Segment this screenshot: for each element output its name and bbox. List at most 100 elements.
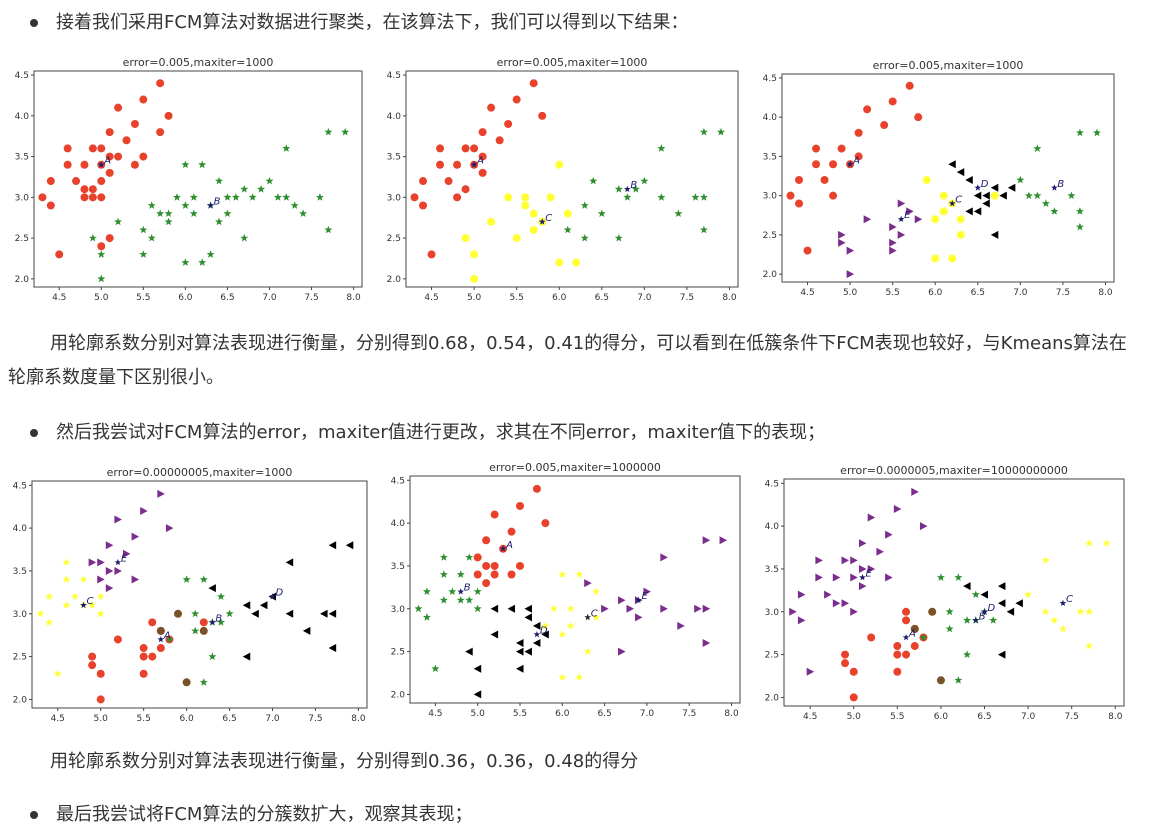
x-tick-label: 5.0 (847, 712, 862, 722)
x-tick-label: 5.0 (94, 714, 109, 724)
green-point (199, 678, 208, 686)
cluster-center-marker (457, 588, 465, 595)
chart-title: error=0.005,maxiter=1000 (873, 59, 1024, 72)
green-point (198, 160, 207, 169)
purple-point (660, 553, 668, 562)
purple-point (584, 579, 592, 588)
red-point (905, 81, 914, 90)
cluster-center-label: B (215, 613, 222, 624)
cluster-center-marker (1059, 599, 1067, 606)
green-point (341, 127, 350, 136)
y-tick-label: 4.5 (13, 481, 27, 491)
red-point (795, 199, 804, 208)
purple-point (806, 667, 815, 676)
green-point (147, 201, 156, 209)
green-point (439, 553, 448, 561)
cluster-center-marker (207, 202, 214, 209)
cluster-center-marker (269, 593, 276, 600)
red-point (80, 193, 89, 202)
red-point (478, 128, 487, 137)
y-tick-label: 4.5 (387, 71, 401, 81)
y-tick-label: 4.0 (15, 112, 30, 122)
x-tick-label: 4.5 (424, 293, 438, 303)
green-point (165, 635, 174, 643)
purple-point (789, 607, 797, 616)
purple-point (846, 246, 855, 255)
yellow-point (487, 217, 496, 226)
black-point (956, 168, 965, 177)
cluster-center-marker (470, 161, 478, 168)
red-point (538, 111, 547, 120)
x-tick-label: 8.0 (351, 714, 366, 724)
red-point (148, 618, 157, 627)
purple-point (841, 556, 850, 565)
green-point (215, 176, 223, 185)
red-point (139, 95, 148, 104)
red-point (453, 193, 462, 202)
cluster-center-label: A (103, 156, 111, 167)
red-point (122, 136, 131, 145)
cluster-center-marker (635, 596, 642, 603)
y-tick-label: 3.0 (391, 605, 406, 615)
yellow-point (549, 604, 558, 613)
green-point (473, 587, 482, 595)
green-point (989, 616, 998, 624)
purple-point (643, 587, 651, 596)
red-point (473, 553, 482, 562)
red-point (482, 579, 491, 588)
green-point (700, 225, 708, 234)
green-point (191, 626, 200, 635)
cluster-center-label: C (545, 213, 552, 224)
yellow-point (1085, 607, 1094, 616)
yellow-point (939, 191, 948, 200)
red-point (114, 152, 123, 161)
cluster-center-marker (972, 616, 980, 624)
green-point (206, 250, 215, 258)
green-point (657, 193, 666, 201)
purple-point (88, 558, 97, 567)
green-point (273, 193, 282, 201)
black-point (982, 191, 990, 200)
red-point (148, 652, 157, 661)
yellow-point (546, 193, 555, 202)
green-point (225, 609, 234, 618)
y-tick-label: 2.5 (15, 234, 29, 244)
black-point (965, 175, 973, 184)
purple-point (122, 549, 131, 558)
red-point (490, 561, 499, 570)
black-point (345, 541, 354, 550)
black-point (999, 191, 1007, 200)
chart-title: error=0.005,maxiter=1000 (123, 56, 274, 69)
x-tick-label: 5.0 (471, 709, 486, 719)
green-point (217, 618, 225, 626)
y-tick-label: 3.0 (13, 610, 28, 620)
purple-point (677, 621, 685, 630)
black-point (982, 199, 990, 208)
green-point (290, 201, 299, 209)
red-point (96, 669, 105, 678)
green-point (717, 127, 725, 136)
purple-point (618, 596, 626, 605)
cluster-center-marker (859, 574, 866, 581)
x-tick-label: 6.5 (222, 714, 236, 724)
red-point (88, 652, 97, 661)
y-tick-label: 2.0 (765, 693, 780, 703)
red-point (419, 201, 428, 210)
green-point (439, 570, 448, 578)
green-point (240, 233, 249, 242)
green-point (700, 127, 708, 136)
plot-frame (783, 478, 1125, 707)
cluster-center-marker (98, 161, 105, 168)
green-point (199, 575, 208, 583)
red-point (529, 79, 538, 88)
bullet-dot (30, 811, 38, 819)
purple-point (165, 524, 174, 533)
x-tick-label: 5.0 (467, 293, 482, 303)
plot-frame (31, 480, 368, 709)
red-point (504, 119, 513, 128)
green-point (1076, 207, 1084, 215)
red-point (482, 536, 491, 545)
purple-point (131, 532, 140, 541)
red-point (532, 484, 541, 493)
green-point (640, 176, 649, 185)
